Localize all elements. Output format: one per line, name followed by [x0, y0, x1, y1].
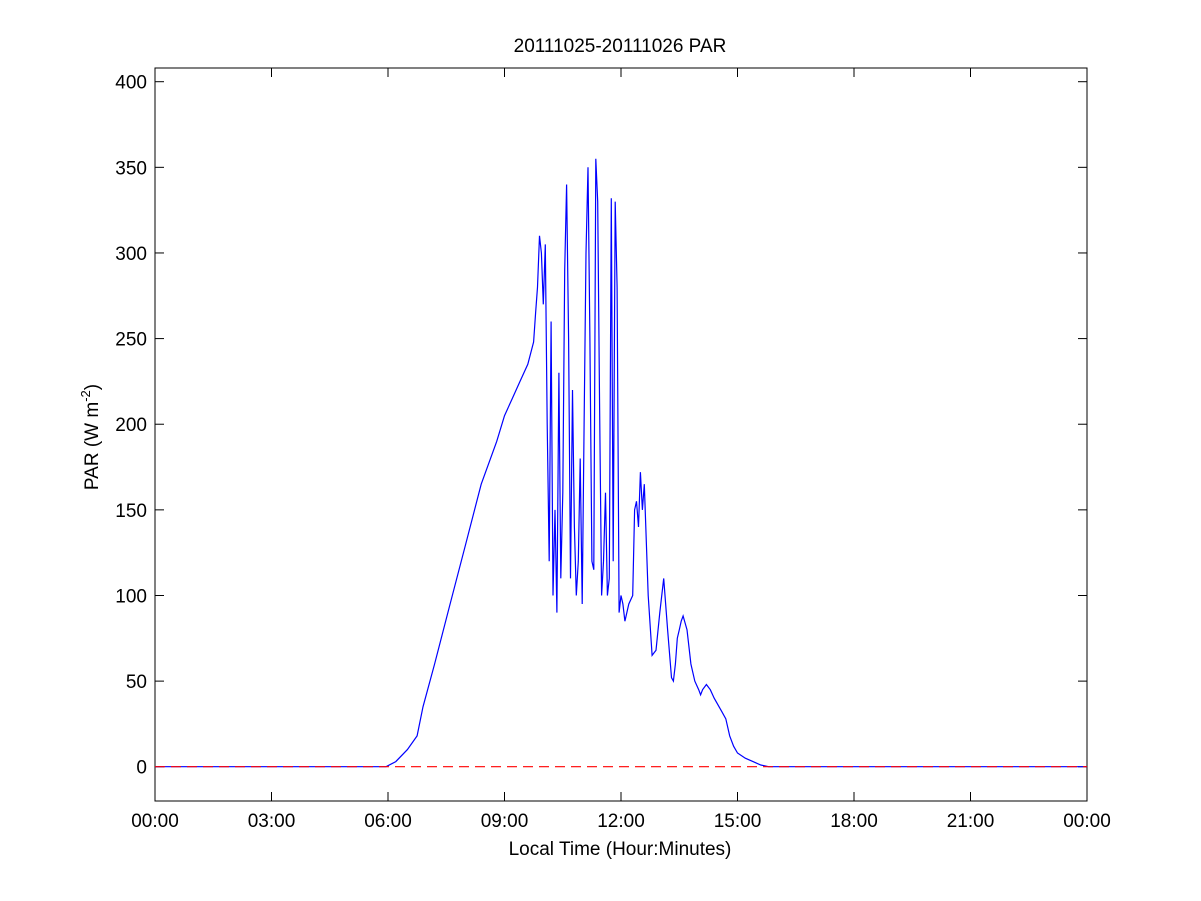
series-layer [155, 158, 1087, 768]
chart-title: 20111025-20111026 PAR [514, 36, 727, 57]
y-tick-label: 100 [115, 586, 147, 607]
y-axis-label: PAR (W m-2) [78, 384, 103, 490]
y-tick-label: 300 [115, 244, 147, 265]
y-tick-label: 250 [115, 330, 147, 351]
y-tick-label: 400 [115, 73, 147, 94]
y-tick-label: 0 [136, 758, 147, 779]
y-tick-label: 150 [115, 501, 147, 522]
x-tick-label: 06:00 [364, 811, 412, 832]
x-tick-label: 18:00 [830, 811, 878, 832]
tick-group: 00:00 03:00 06:00 09:00 12:00 15:00 18:00 21:00… [115, 68, 1111, 832]
x-tick-label: 09:00 [481, 811, 529, 832]
y-axis-label-suffix: ) [82, 384, 103, 390]
x-tick-label: 00:00 [1063, 811, 1111, 832]
par-series-line [155, 158, 1087, 768]
x-tick-label: 21:00 [947, 811, 995, 832]
y-axis-label-exponent: -2 [78, 390, 93, 402]
plot-area: 00:00 03:00 06:00 09:00 12:00 15:00 18:00 21:00… [115, 67, 1111, 832]
y-tick-label: 350 [115, 158, 147, 179]
x-tick-label: 03:00 [248, 811, 296, 832]
x-tick-label: 12:00 [597, 811, 645, 832]
y-tick-label: 50 [126, 672, 147, 693]
y-tick-label: 200 [115, 415, 147, 436]
x-tick-label: 00:00 [131, 811, 179, 832]
x-axis-label: Local Time (Hour:Minutes) [509, 839, 732, 860]
y-axis-label-prefix: PAR (W m [82, 402, 103, 490]
x-tick-label: 15:00 [714, 811, 762, 832]
